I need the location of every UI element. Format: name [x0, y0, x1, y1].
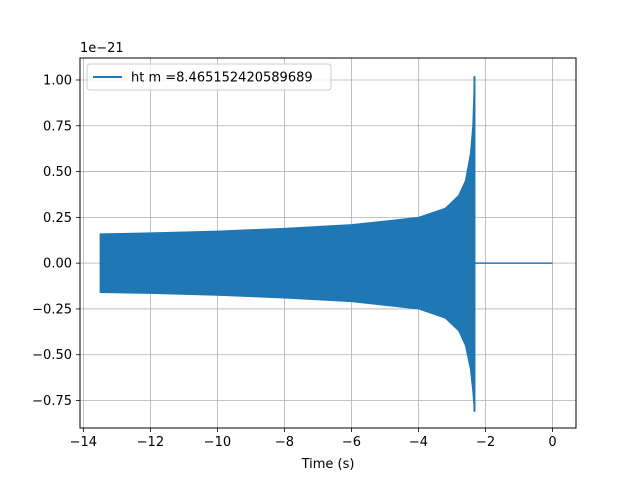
x-axis: −14 −12 −10 −8 −6 −4 −2 0: [70, 428, 557, 450]
x-tick-label: −8: [275, 435, 294, 450]
x-tick-label: −4: [409, 435, 428, 450]
legend: ht m =8.465152420589689: [86, 63, 332, 91]
x-tick-label: −12: [137, 435, 164, 450]
y-tick-label: 1.00: [43, 73, 72, 88]
y-tick-label: −0.75: [32, 394, 72, 409]
legend-box: [86, 63, 332, 91]
y-tick-label: 0.50: [43, 165, 72, 180]
y-tick-label: 0.00: [43, 257, 72, 272]
y-tick-label: 0.25: [43, 211, 72, 226]
x-tick-label: −6: [342, 435, 361, 450]
x-axis-label: Time (s): [301, 457, 355, 472]
series-0-oscillation-band: [99, 75, 475, 413]
x-tick-label: 0: [548, 435, 556, 450]
axes-frame: [79, 57, 577, 429]
legend-label: ht m =8.465152420589689: [131, 71, 313, 86]
x-tick-label: −10: [204, 435, 231, 450]
x-tick-label: −14: [70, 435, 97, 450]
y-tick-label: 0.75: [43, 119, 72, 134]
y-axis: −0.75 −0.50 −0.25 0.00 0.25 0.50 0.75 1.00: [32, 73, 80, 409]
x-tick-label: −2: [476, 435, 495, 450]
y-tick-label: −0.25: [32, 302, 72, 317]
y-tick-label: −0.50: [32, 348, 72, 363]
y-scale-label: 1e−21: [80, 41, 124, 56]
plot-area: [99, 75, 553, 413]
